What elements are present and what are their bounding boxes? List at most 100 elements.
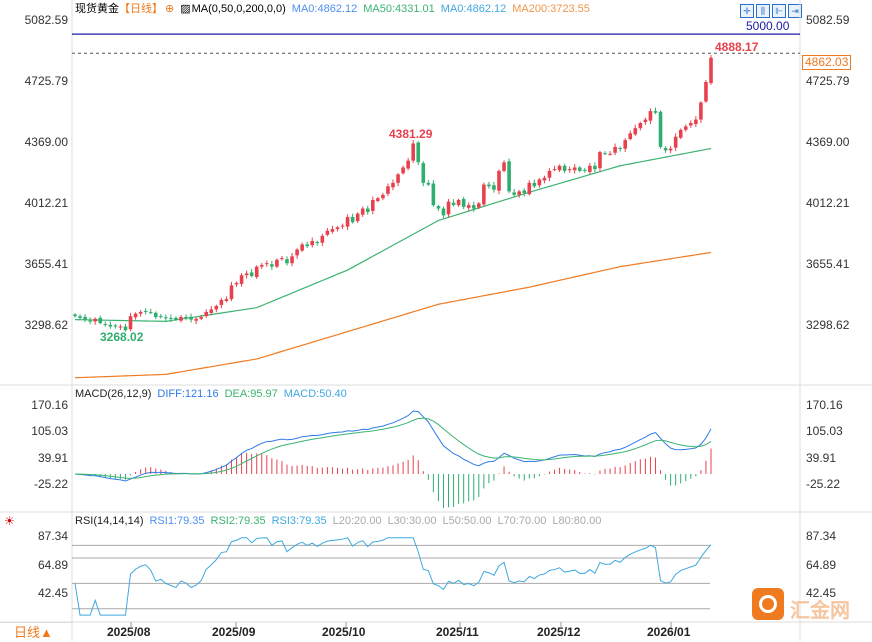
candle-body [315, 242, 320, 244]
candle-body [88, 320, 92, 322]
candle-body [678, 129, 683, 138]
candle-body [371, 199, 375, 211]
rsi-tick-left: 64.89 [37, 557, 68, 572]
candle-body [673, 136, 678, 148]
macd-legend: MACD(26,12,9) DIFF:121.16 DEA:95.97 MACD:50… [75, 388, 353, 401]
candle-body [376, 198, 380, 201]
ma50-line [74, 147, 712, 322]
candle-body [320, 235, 325, 243]
candle-body [148, 312, 153, 314]
candle-body [93, 318, 97, 322]
price-tick-right: 3298.62 [806, 318, 850, 332]
candle-body [694, 119, 698, 125]
candle-body [567, 169, 572, 171]
candle-body [507, 161, 511, 192]
date-label: 2025/11 [436, 625, 479, 639]
macd-tick-right: 39.91 [806, 450, 837, 465]
crosshair-icon[interactable]: ✛ [740, 4, 754, 18]
price-tick-left: 4369.00 [24, 135, 68, 149]
rsi-legend-item: L50:50.00 [442, 515, 492, 527]
price-tick-left: 3655.41 [24, 257, 68, 271]
candle-body [355, 213, 360, 222]
candle-body [648, 111, 653, 121]
candle-body [285, 259, 289, 264]
candle-body [290, 256, 294, 264]
price-tick-right: 4369.00 [806, 135, 850, 149]
fit-icon[interactable]: ⊩ [772, 4, 786, 18]
candle-body [653, 111, 658, 113]
candle-body [542, 177, 547, 181]
candle-body [562, 165, 567, 171]
candle-body [517, 191, 521, 195]
settings-icon[interactable]: ⊕ [165, 3, 175, 15]
candle-body [603, 153, 607, 155]
indicator-icon[interactable]: ▨ [180, 3, 191, 15]
candle-body [73, 314, 77, 317]
candle-body [204, 311, 209, 317]
candle-body [164, 317, 168, 319]
indicator-name[interactable]: MA(0,50,0,200,0,0) [191, 3, 286, 15]
macd-tick-left: 39.91 [37, 450, 68, 465]
candle-body [103, 324, 108, 326]
candle-body [689, 123, 693, 126]
rsi-tick-right: 42.45 [806, 585, 837, 600]
macd-tick-left: 105.03 [31, 424, 68, 439]
period-label[interactable]: 【日线】 [119, 3, 163, 15]
ma-legend-value: MA200:3723.55 [512, 3, 590, 15]
candle-body [537, 179, 542, 186]
candle-body [426, 182, 431, 185]
candle-body [123, 326, 128, 331]
candle-body [477, 203, 481, 208]
candle-body [699, 102, 703, 120]
price-tick-right: 3655.41 [806, 257, 850, 271]
ma200-line [74, 251, 712, 379]
candle-body [133, 313, 138, 318]
candle-body [98, 317, 103, 324]
candle-body [234, 282, 239, 285]
candle-body [598, 152, 602, 169]
candle-body [78, 316, 82, 318]
candle-body [214, 305, 219, 310]
candle-body [138, 311, 143, 314]
rsi-tick-right: 64.89 [806, 557, 837, 572]
candle-body [401, 167, 405, 174]
price-tick-left: 5082.59 [24, 13, 68, 27]
indicator-settings-icon[interactable]: ☀ [4, 514, 15, 528]
candle-body [265, 263, 269, 265]
candle-body [583, 169, 587, 171]
candle-body [456, 199, 461, 206]
candle-body [588, 165, 592, 172]
peak-label: 4381.29 [389, 127, 433, 141]
rsi-legend-item: L20:20.00 [332, 515, 382, 527]
candle-body [633, 128, 638, 135]
period-button[interactable]: 日线▲ [0, 622, 72, 641]
candle-body [446, 201, 451, 215]
candle-body [663, 147, 668, 151]
candle-body [461, 198, 466, 207]
candle-body [194, 318, 198, 321]
exit-icon[interactable]: ⇥ [788, 4, 802, 18]
candle-body [492, 185, 496, 190]
candle-body [668, 148, 673, 151]
candle-body [229, 285, 234, 300]
candle-body [628, 133, 633, 140]
price-tick-left: 4725.79 [24, 74, 68, 88]
macd-tick-left: 170.16 [31, 397, 68, 412]
rsi-legend-item: L30:30.00 [387, 515, 437, 527]
candle-body [391, 182, 395, 188]
candle-body [386, 186, 390, 194]
date-label: 2026/01 [647, 625, 691, 639]
candle-body [552, 169, 557, 171]
date-label: 2025/12 [537, 625, 581, 639]
candle-body [593, 165, 597, 170]
candle-body [502, 162, 506, 171]
candle-body [487, 184, 491, 187]
zoom-range-icon[interactable]: ⫼ [756, 4, 770, 18]
candle-body [527, 182, 532, 195]
candle-body [280, 258, 284, 260]
candle-body [441, 208, 446, 216]
candle-body [381, 194, 385, 199]
date-label: 2025/10 [322, 625, 366, 639]
candle-body [482, 184, 486, 205]
ma-legend-value: MA50:4331.01 [363, 3, 435, 15]
